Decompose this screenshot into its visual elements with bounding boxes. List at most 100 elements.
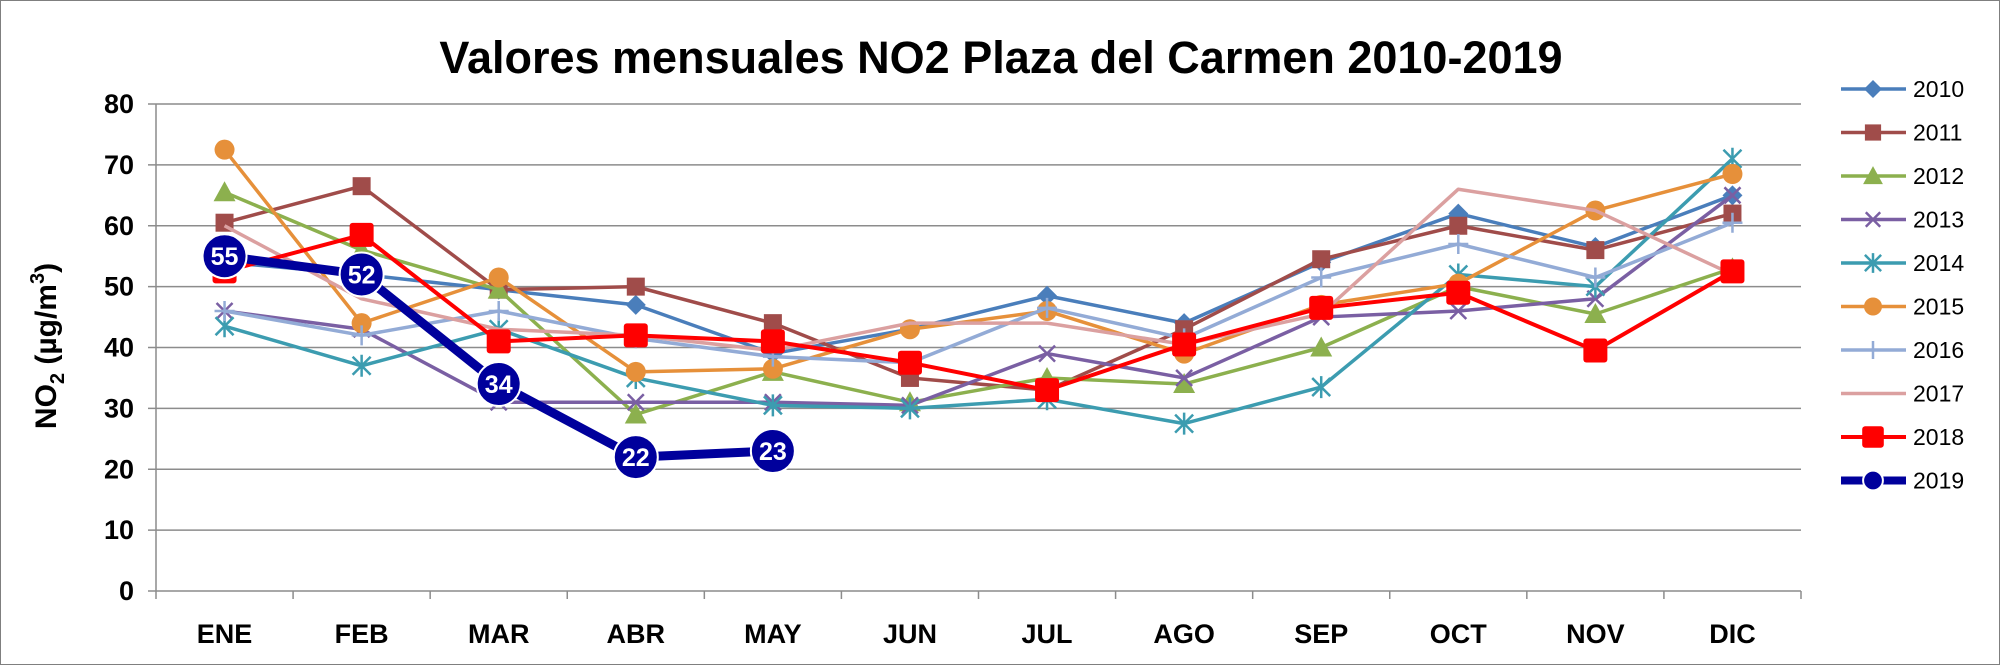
y-axis-title-main: NO bbox=[30, 384, 63, 429]
y-axis-title-end: ) bbox=[30, 263, 63, 273]
data-point-2016 bbox=[488, 300, 509, 321]
data-point-2018 bbox=[1035, 378, 1060, 403]
data-point-2014 bbox=[762, 394, 783, 417]
legend-label: 2013 bbox=[1913, 207, 1964, 233]
legend-swatch-marker bbox=[1862, 426, 1884, 448]
data-point-2015 bbox=[214, 139, 235, 160]
data-label-2019: 23 bbox=[759, 438, 787, 466]
data-point-2016 bbox=[1037, 297, 1058, 318]
x-tick-label: AGO bbox=[1153, 619, 1215, 649]
legend-item-2011: 2011 bbox=[1841, 120, 1962, 146]
legend-item-2018: 2018 bbox=[1841, 424, 1964, 450]
data-point-2018 bbox=[1583, 338, 1608, 363]
y-tick-label: 0 bbox=[119, 576, 134, 606]
x-tick-label: DIC bbox=[1709, 619, 1756, 649]
series-line-2010 bbox=[224, 193, 1734, 356]
data-point-2018 bbox=[1309, 295, 1334, 320]
legend-label: 2010 bbox=[1913, 76, 1964, 102]
data-point-2014 bbox=[900, 397, 920, 420]
data-label-2019: 34 bbox=[485, 371, 513, 399]
data-point-2015 bbox=[762, 358, 783, 379]
data-point-2019 bbox=[475, 361, 522, 408]
y-tick-label: 70 bbox=[104, 150, 134, 180]
data-point-2018 bbox=[486, 329, 511, 354]
data-point-2016 bbox=[1585, 267, 1606, 288]
legend-label: 2014 bbox=[1913, 250, 1964, 276]
legend-item-2015: 2015 bbox=[1841, 294, 1964, 320]
y-axis-title-mid: (µg/m bbox=[30, 284, 63, 373]
data-point-2015 bbox=[488, 267, 509, 288]
data-point-2012 bbox=[1310, 336, 1333, 357]
data-point-2013 bbox=[1038, 344, 1056, 363]
data-point-2018 bbox=[760, 329, 785, 354]
data-point-2011 bbox=[763, 314, 782, 333]
legend-label: 2019 bbox=[1913, 468, 1964, 494]
legend-label: 2015 bbox=[1913, 294, 1964, 320]
x-tick-label: FEB bbox=[335, 619, 389, 649]
series-lines bbox=[201, 139, 1745, 481]
legend-label: 2018 bbox=[1913, 424, 1964, 450]
data-point-2013 bbox=[1175, 369, 1194, 387]
legend-item-2010: 2010 bbox=[1841, 76, 1964, 102]
y-axis-title-sup: 3 bbox=[27, 273, 49, 284]
data-point-2011 bbox=[626, 277, 645, 296]
legend-item-2019: 2019 bbox=[1841, 468, 1964, 494]
data-label-2019: 55 bbox=[211, 243, 239, 271]
legend-item-2016: 2016 bbox=[1841, 337, 1964, 363]
data-point-2014 bbox=[1311, 376, 1332, 399]
x-tick-label: OCT bbox=[1430, 619, 1488, 649]
data-point-2012 bbox=[1584, 303, 1607, 324]
legend-item-2014: 2014 bbox=[1841, 250, 1964, 276]
legend-label: 2012 bbox=[1913, 163, 1964, 189]
series-line-2015 bbox=[223, 148, 1733, 374]
series-line-2014 bbox=[224, 157, 1734, 426]
data-point-2011 bbox=[1312, 250, 1331, 269]
series-line-2011 bbox=[224, 184, 1733, 392]
legend-label: 2011 bbox=[1913, 120, 1962, 146]
y-axis-title-sub: 2 bbox=[47, 373, 69, 384]
data-label-2019: 22 bbox=[622, 444, 650, 472]
data-point-2012 bbox=[487, 278, 510, 299]
legend-item-2012: 2012 bbox=[1841, 163, 1964, 189]
series-line-2013 bbox=[224, 193, 1734, 408]
series-line-2018 bbox=[224, 232, 1734, 393]
series-2019 bbox=[201, 233, 796, 481]
data-point-2015 bbox=[351, 313, 372, 334]
legend-swatch-marker bbox=[1864, 341, 1882, 359]
data-point-2018 bbox=[623, 323, 648, 348]
data-point-2018 bbox=[1720, 259, 1745, 284]
gridlines bbox=[156, 103, 1801, 531]
legend-swatch-marker bbox=[1863, 166, 1883, 185]
data-point-2018 bbox=[1172, 332, 1197, 357]
chart-title: Valores mensuales NO2 Plaza del Carmen 2… bbox=[439, 32, 1562, 83]
data-point-2018 bbox=[1446, 280, 1471, 305]
series-2011 bbox=[215, 177, 1742, 400]
data-label-2019: 52 bbox=[348, 261, 376, 289]
y-tick-label: 20 bbox=[104, 454, 134, 484]
legend-item-2013: 2013 bbox=[1841, 207, 1964, 233]
legend-swatch-marker bbox=[1864, 80, 1882, 98]
x-tick-label: NOV bbox=[1566, 619, 1625, 649]
y-axis-title: NO2 (µg/m3) bbox=[27, 263, 69, 429]
y-tick-label: 10 bbox=[104, 515, 134, 545]
data-point-2019 bbox=[338, 251, 385, 298]
legend-label: 2017 bbox=[1913, 381, 1964, 407]
series-line-2017 bbox=[223, 187, 1734, 353]
data-point-2011 bbox=[352, 177, 371, 196]
legend-swatch-marker bbox=[1864, 297, 1882, 316]
axes: 0 10 20 30 40 50 60 70 80 ENE FEB MAR ABR MAY JUN JUL AG… bbox=[104, 89, 1802, 649]
data-labels: 55 52 34 22 23 bbox=[211, 243, 787, 472]
data-point-2016 bbox=[214, 300, 235, 321]
data-point-2016 bbox=[1311, 267, 1332, 288]
data-point-2016 bbox=[351, 325, 372, 346]
legend-swatch-marker bbox=[1864, 211, 1882, 228]
x-tick-label: MAR bbox=[468, 619, 530, 649]
y-tick-label: 40 bbox=[104, 333, 134, 363]
series-2012 bbox=[213, 181, 1744, 424]
x-tick-label: ABR bbox=[607, 619, 666, 649]
y-tick-label: 50 bbox=[104, 272, 134, 302]
data-point-2010 bbox=[1037, 285, 1058, 306]
data-point-2019 bbox=[201, 233, 248, 280]
